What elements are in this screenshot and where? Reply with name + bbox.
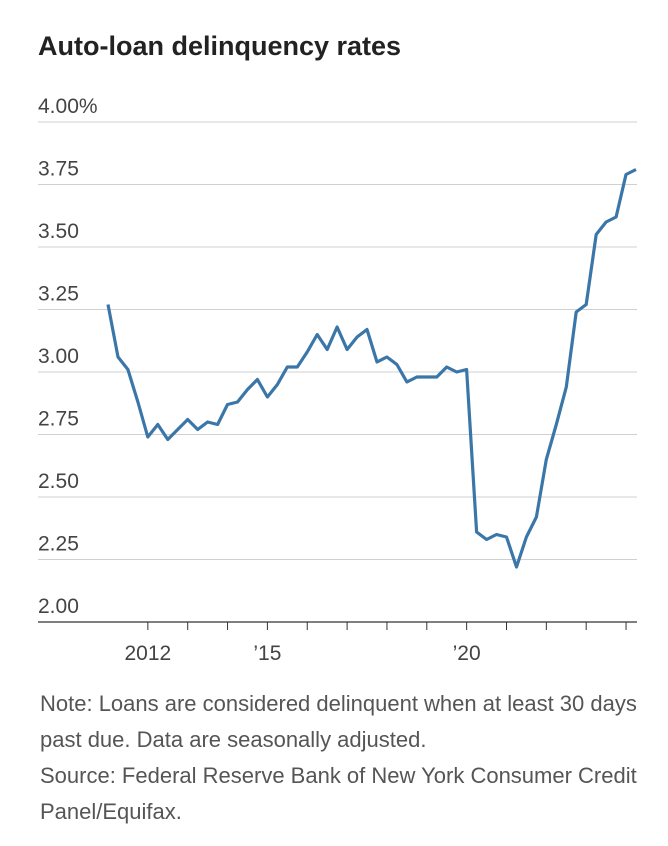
y-tick-label: 2.25 [38, 533, 79, 556]
x-tick-label: 2012 [124, 642, 171, 665]
y-tick-label: 4.00% [38, 95, 98, 118]
chart-title: Auto-loan delinquency rates [38, 31, 401, 61]
data-line [106, 168, 637, 569]
source: Source: Federal Reserve Bank of New York… [40, 763, 637, 824]
y-tick-label: 3.25 [38, 283, 79, 306]
chart: Auto-loan delinquency rates 2.00 2.25 2.50… [38, 31, 637, 665]
x-tick-label: ’20 [453, 642, 481, 665]
y-tick-label: 3.00 [38, 345, 79, 368]
notes: Note: Loans are considered delinquent wh… [40, 686, 640, 830]
x-tick-label: ’15 [253, 642, 281, 665]
y-tick-label: 2.75 [38, 408, 79, 431]
y-tick-label: 3.75 [38, 158, 79, 181]
note: Note: Loans are considered delinquent wh… [40, 691, 637, 752]
y-tick-label: 2.00 [38, 595, 79, 618]
y-tick-label: 2.50 [38, 470, 79, 493]
y-tick-label: 3.50 [38, 220, 79, 243]
